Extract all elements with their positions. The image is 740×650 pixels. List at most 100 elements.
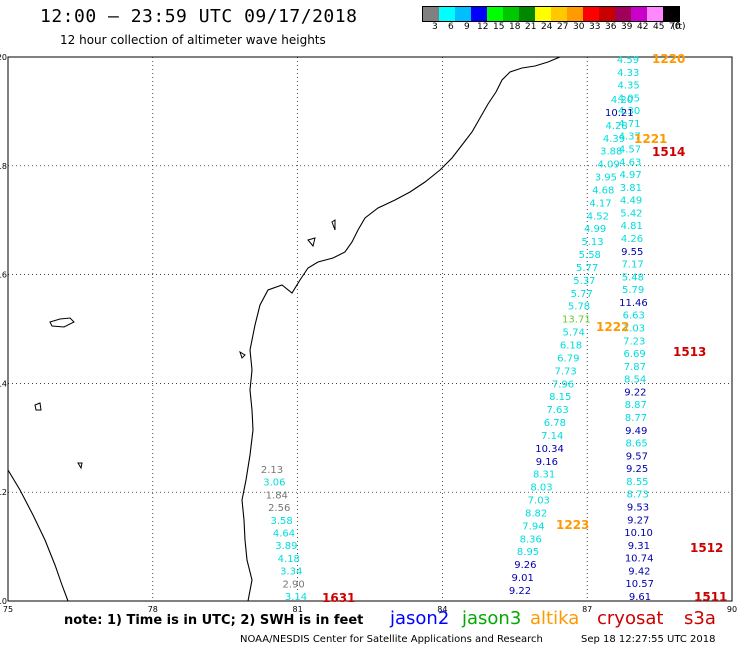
swh-value-jason2: 4.71 bbox=[618, 119, 640, 130]
scale-label: 21 bbox=[525, 22, 537, 32]
coastline-path bbox=[7, 56, 561, 602]
scale-swatch bbox=[567, 7, 583, 21]
swh-value-jason3: 4.99 bbox=[584, 224, 606, 235]
swh-value-jason2: 8.55 bbox=[626, 477, 648, 488]
swh-value-jason3: 7.73 bbox=[554, 366, 576, 377]
map-title: 12:00 — 23:59 UTC 09/17/2018 bbox=[40, 6, 358, 27]
x-tick-label: 90 bbox=[727, 605, 737, 614]
pass-label-s3a_1511: 1511 bbox=[694, 590, 727, 604]
swh-value-jason2: 4.59 bbox=[617, 55, 639, 66]
pass-label-s3a_1512: 1512 bbox=[690, 541, 723, 555]
x-tick-label: 81 bbox=[293, 605, 303, 614]
island bbox=[239, 350, 246, 359]
swh-value-jason2: 5.79 bbox=[622, 285, 644, 296]
scale-swatch bbox=[647, 7, 663, 21]
swh-value-cryosat: 3.06 bbox=[263, 478, 285, 489]
swh-value-jason2: 10.57 bbox=[625, 579, 654, 590]
scale-swatch bbox=[663, 7, 679, 21]
swh-value-jason2: 9.53 bbox=[627, 503, 649, 514]
swh-value-jason2: 9.57 bbox=[626, 451, 648, 462]
scale-swatch bbox=[631, 7, 647, 21]
x-tick-label: 75 bbox=[3, 605, 13, 614]
swh-value-jason3: 9.26 bbox=[514, 560, 536, 571]
altimeter-tracks: 4.59 4.33 4.354.05 4.30 4.71 4.37 4.574.63 4.97… bbox=[261, 55, 654, 603]
legend-jason2: jason2 bbox=[390, 608, 450, 629]
scale-swatch bbox=[583, 7, 599, 21]
y-tick-label: 10 bbox=[0, 597, 7, 606]
swh-value-cryosat: 2.90 bbox=[282, 579, 304, 590]
scale-label: 3 bbox=[432, 22, 438, 32]
pass-label-altika_1222: 1222 bbox=[596, 320, 629, 334]
island bbox=[77, 462, 83, 470]
scale-swatch bbox=[423, 7, 439, 21]
scale-label: 42 bbox=[637, 22, 649, 32]
swh-value-jason3: 8.31 bbox=[533, 470, 555, 481]
swh-value-jason2: 7.87 bbox=[624, 362, 646, 373]
coastline bbox=[7, 56, 561, 602]
swh-value-jason3: 8.36 bbox=[520, 534, 542, 545]
swh-value-jason3: 13.71 bbox=[562, 315, 591, 326]
island bbox=[34, 402, 42, 411]
swh-value-jason2: 7.23 bbox=[623, 336, 645, 347]
pass-label-altika_1220: 1220 bbox=[652, 52, 685, 66]
scale-label: 24 bbox=[541, 22, 553, 32]
swh-value-jason2: 6.63 bbox=[623, 311, 645, 322]
swh-value-jason2: 10.74 bbox=[625, 554, 654, 565]
swh-value-jason3: 4.20 bbox=[611, 95, 633, 106]
scale-label: 6 bbox=[448, 22, 454, 32]
swh-value-jason2: 4.37 bbox=[619, 132, 641, 143]
swh-value-jason3: 4.17 bbox=[589, 198, 611, 209]
swh-value-jason3: 6.79 bbox=[557, 353, 579, 364]
swh-value-jason2: 9.49 bbox=[625, 426, 647, 437]
legend-jason3: jason3 bbox=[462, 608, 522, 629]
swh-value-jason2: 6.69 bbox=[623, 349, 645, 360]
swh-value-jason2: 4.49 bbox=[620, 196, 642, 207]
swh-value-jason3: 3.95 bbox=[595, 173, 617, 184]
swh-value-jason2: 9.55 bbox=[621, 247, 643, 258]
pass-label-s3a_1514: 1514 bbox=[652, 145, 685, 159]
swh-value-cryosat: 3.58 bbox=[270, 516, 292, 527]
swh-value-jason2: 5.48 bbox=[622, 272, 644, 283]
swh-value-jason2: 4.26 bbox=[621, 234, 643, 245]
scale-swatch bbox=[599, 7, 615, 21]
scale-label: 36 bbox=[605, 22, 617, 32]
swh-value-jason3: 5.58 bbox=[579, 250, 601, 261]
swh-value-jason3: 4.28 bbox=[605, 121, 627, 132]
legend-altika: altika bbox=[530, 608, 580, 629]
swh-value-jason3: 5.37 bbox=[573, 276, 595, 287]
x-tick-label: 84 bbox=[437, 605, 447, 614]
pass-label-s3a_1513: 1513 bbox=[673, 345, 706, 359]
swh-value-jason2: 9.61 bbox=[629, 592, 651, 603]
swh-value-jason2: 9.42 bbox=[628, 566, 650, 577]
y-tick-label: 12 bbox=[0, 488, 7, 497]
y-tick-label: 14 bbox=[0, 379, 7, 388]
swh-value-jason2: 7.03 bbox=[623, 324, 645, 335]
swh-value-jason3: 4.39 bbox=[603, 134, 625, 145]
swh-value-jason3: 5.77 bbox=[576, 263, 598, 274]
swh-value-jason2: 9.22 bbox=[624, 387, 646, 398]
swh-value-jason2: 5.42 bbox=[620, 208, 642, 219]
swh-value-jason3: 5.13 bbox=[581, 237, 603, 248]
x-tick-label: 78 bbox=[148, 605, 158, 614]
swh-value-jason2: 8.87 bbox=[625, 400, 647, 411]
map-subtitle: 12 hour collection of altimeter wave hei… bbox=[60, 33, 326, 47]
y-tick-label: 16 bbox=[0, 271, 7, 280]
swh-value-jason3: 10.34 bbox=[535, 444, 564, 455]
scale-label: 30 bbox=[573, 22, 585, 32]
scale-label: 12 bbox=[477, 22, 489, 32]
scale-swatch bbox=[503, 7, 519, 21]
swh-value-cryosat: 4.18 bbox=[278, 554, 300, 565]
swh-value-jason3: 8.03 bbox=[530, 483, 552, 494]
swh-value-jason2: 4.35 bbox=[617, 81, 639, 92]
scale-swatch bbox=[519, 7, 535, 21]
swh-value-jason2: 10.10 bbox=[624, 528, 653, 539]
swh-value-jason3: 7.63 bbox=[546, 405, 568, 416]
swh-value-cryosat: 2.13 bbox=[261, 465, 283, 476]
axis-ticks: 75 78 81 84 87 90 20 18 16 14 12 10 bbox=[0, 53, 737, 614]
scale-label: 33 bbox=[589, 22, 601, 32]
swh-value-jason3: 6.78 bbox=[544, 418, 566, 429]
swh-value-jason2: 4.97 bbox=[619, 170, 641, 181]
swh-value-jason3: 3.88 bbox=[600, 147, 622, 158]
